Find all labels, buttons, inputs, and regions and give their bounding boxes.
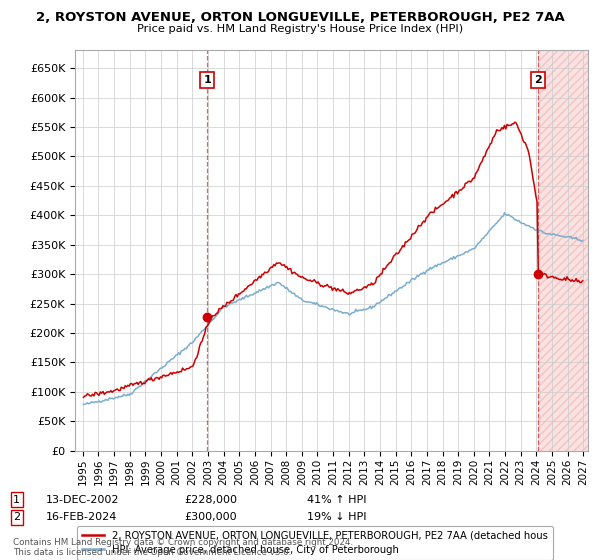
Text: Contains HM Land Registry data © Crown copyright and database right 2024.
This d: Contains HM Land Registry data © Crown c… <box>13 538 353 557</box>
Text: Price paid vs. HM Land Registry's House Price Index (HPI): Price paid vs. HM Land Registry's House … <box>137 24 463 34</box>
Text: 1: 1 <box>13 494 20 505</box>
Text: £228,000: £228,000 <box>184 494 237 505</box>
Text: 16-FEB-2024: 16-FEB-2024 <box>46 512 118 522</box>
Text: 13-DEC-2002: 13-DEC-2002 <box>46 494 120 505</box>
Text: 2, ROYSTON AVENUE, ORTON LONGUEVILLE, PETERBOROUGH, PE2 7AA: 2, ROYSTON AVENUE, ORTON LONGUEVILLE, PE… <box>35 11 565 24</box>
Text: 2: 2 <box>535 75 542 85</box>
Text: 2: 2 <box>13 512 20 522</box>
Text: £300,000: £300,000 <box>184 512 237 522</box>
Text: 1: 1 <box>203 75 211 85</box>
Legend: 2, ROYSTON AVENUE, ORTON LONGUEVILLE, PETERBOROUGH, PE2 7AA (detached hous, HPI:: 2, ROYSTON AVENUE, ORTON LONGUEVILLE, PE… <box>77 526 553 560</box>
Bar <box>538 50 591 451</box>
Text: 19% ↓ HPI: 19% ↓ HPI <box>307 512 367 522</box>
Text: 41% ↑ HPI: 41% ↑ HPI <box>307 494 367 505</box>
